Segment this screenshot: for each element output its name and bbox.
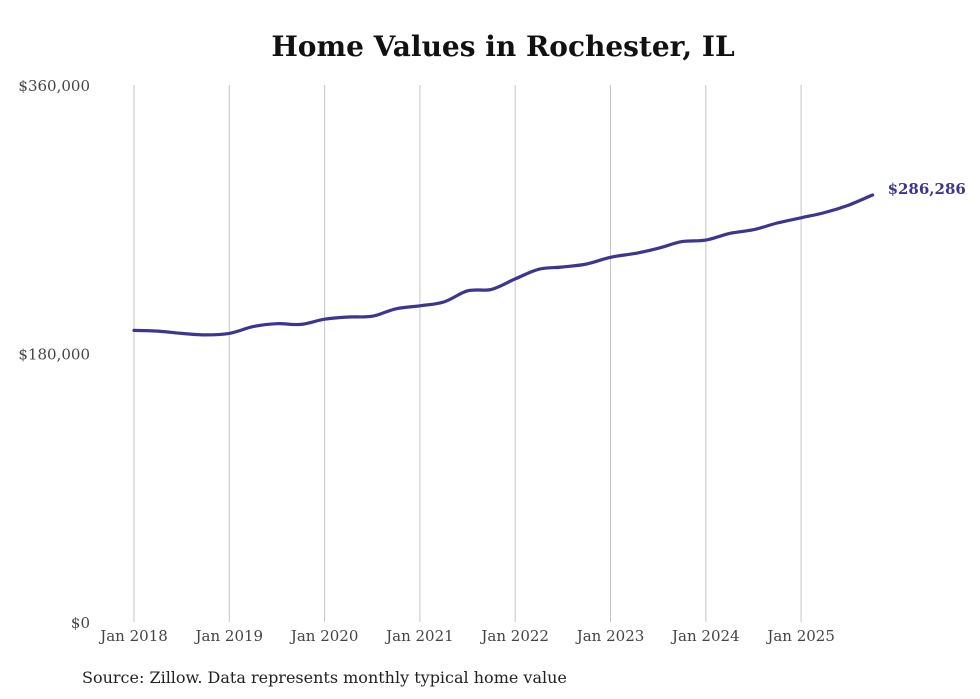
x-tick-label: Jan 2023 — [575, 627, 645, 645]
source-note: Source: Zillow. Data represents monthly … — [82, 668, 567, 687]
x-tick-label: Jan 2021 — [384, 627, 454, 645]
x-tick-label: Jan 2024 — [670, 627, 740, 645]
end-value-label: $286,286 — [888, 180, 966, 198]
chart-title: Home Values in Rochester, IL — [271, 30, 735, 63]
y-tick-label: $360,000 — [18, 77, 90, 95]
labels: $286,286 — [888, 180, 966, 198]
series — [132, 193, 875, 337]
axes: Jan 2018 Jan 2019 Jan 2020 Jan 2021 Jan 2022… — [18, 77, 834, 645]
series-line — [132, 193, 875, 337]
x-tick-label: Jan 2019 — [194, 627, 264, 645]
x-tick-label: Jan 2018 — [98, 627, 168, 645]
x-tick-label: Jan 2022 — [479, 627, 549, 645]
y-tick-label: $0 — [71, 614, 90, 632]
x-tick-label: Jan 2025 — [765, 627, 835, 645]
gridlines — [133, 85, 802, 622]
x-tick-label: Jan 2020 — [289, 627, 359, 645]
y-tick-label: $180,000 — [18, 346, 90, 364]
